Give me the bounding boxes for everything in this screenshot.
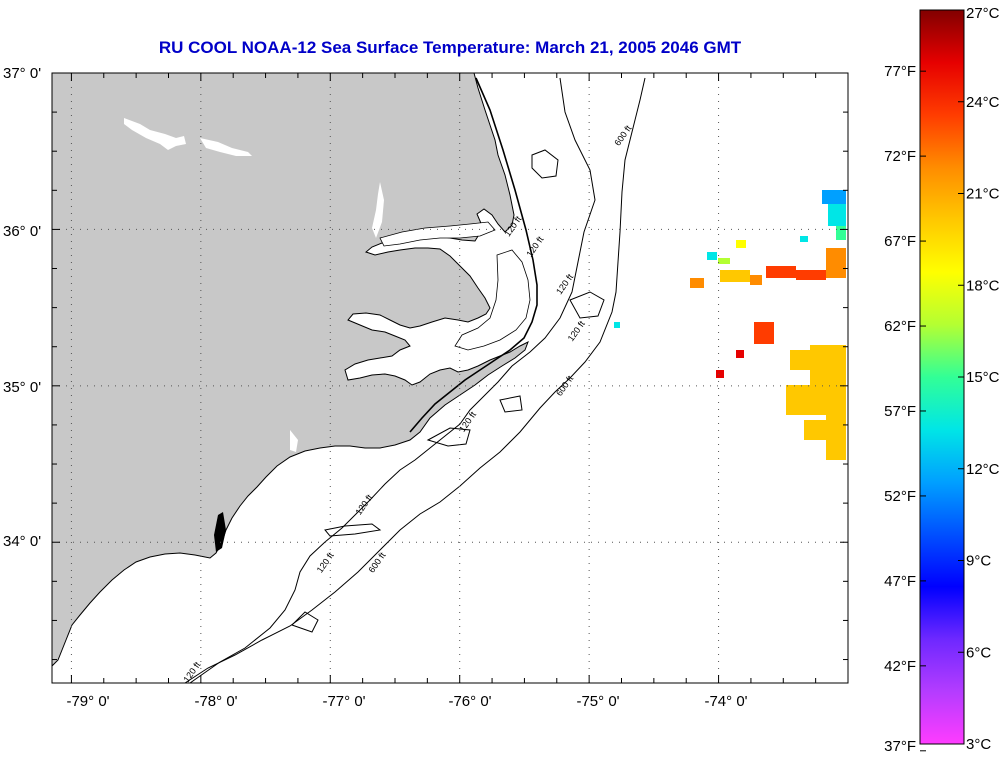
celsius-label: 21°C	[966, 186, 1000, 203]
contour-shoal-a	[531, 149, 559, 179]
river-lake	[200, 138, 252, 156]
celsius-label: 9°C	[966, 553, 991, 570]
contour-shoal-f	[291, 611, 319, 633]
river-neuse	[290, 430, 298, 452]
map-frame	[51, 72, 849, 684]
contour-600ft	[184, 77, 646, 683]
lon-label: -77° 0'	[322, 693, 365, 710]
fahrenheit-label: 47°F	[884, 573, 916, 590]
contour-120ft	[189, 77, 596, 683]
map-title: RU COOL NOAA-12 Sea Surface Temperature:…	[158, 38, 742, 57]
sst-pixels	[614, 190, 846, 460]
celsius-label: 15°C	[966, 369, 1000, 386]
pamlico-sound	[454, 249, 531, 351]
outer-banks	[409, 77, 538, 433]
river-pamlico	[372, 182, 384, 238]
celsius-label: 27°C	[966, 5, 1000, 22]
celsius-label: 18°C	[966, 277, 1000, 294]
fahrenheit-label: 77°F	[884, 63, 916, 80]
lon-label: -78° 0'	[194, 693, 237, 710]
albemarle-sound	[379, 221, 496, 247]
fahrenheit-label: 67°F	[884, 233, 916, 250]
fahrenheit-label: 42°F	[884, 658, 916, 675]
fahrenheit-label: 52°F	[884, 488, 916, 505]
lon-label: -76° 0'	[448, 693, 491, 710]
lat-label: 36° 0'	[3, 223, 41, 240]
lat-label: 37° 0'	[3, 65, 41, 82]
celsius-label: 12°C	[966, 461, 1000, 478]
contour-shoal-b	[569, 291, 605, 319]
fahrenheit-label: 57°F	[884, 403, 916, 420]
river-north	[124, 118, 186, 150]
lat-label: 34° 0'	[3, 533, 41, 550]
axis-ticks	[52, 72, 849, 683]
celsius-label: 6°C	[966, 644, 991, 661]
colorbar-ticks	[920, 9, 964, 752]
lon-label: -75° 0'	[576, 693, 619, 710]
colorbar-labels: 27°C 24°C 21°C 18°C 15°C 12°C 9°C 6°C 3°C 77°F 72°…	[884, 5, 1000, 755]
contour-shoal-e	[499, 395, 523, 413]
fahrenheit-label: 62°F	[884, 318, 916, 335]
fahrenheit-label: 72°F	[884, 148, 916, 165]
lat-label: 35° 0'	[3, 379, 41, 396]
fahrenheit-label: 37°F	[884, 738, 916, 755]
lon-label: -74° 0'	[704, 693, 747, 710]
colorbar	[919, 9, 965, 745]
contour-shoal-c	[426, 427, 471, 447]
celsius-label: 24°C	[966, 94, 1000, 111]
river-capefear	[214, 512, 226, 552]
celsius-label: 3°C	[966, 736, 991, 753]
lon-label: -79° 0'	[66, 693, 109, 710]
